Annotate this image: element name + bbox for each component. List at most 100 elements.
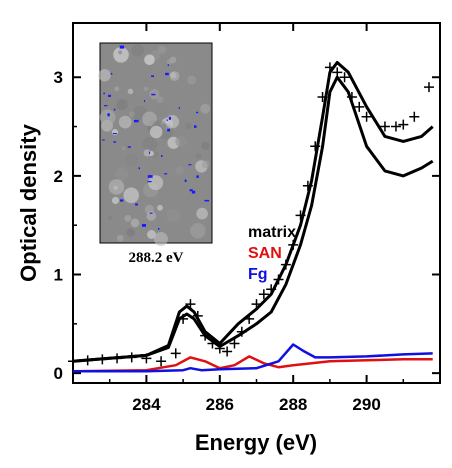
inset-speckle — [190, 223, 206, 239]
inset-speckle — [185, 122, 192, 130]
inset-highlight — [113, 141, 117, 143]
inset-speckle — [144, 54, 155, 66]
inset-speckle — [125, 153, 139, 166]
inset-speckle — [128, 111, 135, 118]
data-point — [112, 353, 123, 364]
x-axis-title: Energy (eV) — [195, 430, 317, 455]
inset-speckle — [111, 196, 120, 205]
inset-speckle — [148, 175, 164, 191]
inset-highlight — [147, 181, 152, 183]
inset-texture — [98, 44, 211, 246]
data-point — [156, 356, 167, 367]
inset-highlight — [196, 111, 199, 114]
inset-speckle — [147, 230, 156, 239]
inset-highlight — [113, 108, 116, 111]
inset-speckle — [165, 115, 180, 129]
y-tick-label: 0 — [54, 364, 63, 383]
y-axis-title: Optical density — [16, 123, 41, 281]
inset-highlight — [149, 212, 153, 214]
markers-layer — [68, 62, 434, 367]
inset-speckle — [99, 109, 116, 126]
inset-highlight — [107, 113, 110, 117]
data-point — [310, 141, 321, 152]
inset-highlight — [164, 173, 168, 175]
inset-highlight — [168, 116, 171, 120]
series-line-SAN — [72, 355, 433, 373]
data-point — [82, 355, 93, 366]
data-point — [266, 284, 277, 295]
data-point — [244, 313, 255, 324]
inset-highlight — [144, 100, 146, 102]
data-point — [339, 72, 350, 83]
data-point — [200, 330, 211, 341]
inset-speckle — [116, 99, 128, 111]
inset-highlight — [204, 199, 210, 202]
data-point — [324, 62, 335, 73]
data-point — [68, 356, 78, 367]
inset-highlight — [110, 72, 113, 75]
x-tick-label: 288 — [279, 395, 307, 414]
inset-caption: 288.2 eV — [129, 250, 184, 266]
inset-speckle — [123, 187, 139, 204]
inset-highlight — [138, 167, 140, 170]
data-point — [178, 313, 189, 324]
inset-highlight — [102, 139, 105, 141]
legend-entry-SAN: SAN — [248, 245, 282, 262]
inset-highlight — [151, 75, 154, 77]
data-point — [192, 310, 203, 321]
inset-highlight — [191, 190, 196, 194]
inset-speckle — [114, 86, 120, 92]
inset-highlight — [167, 64, 170, 66]
inset-highlight — [189, 189, 193, 192]
inset-highlight — [103, 92, 105, 95]
inset-highlight — [127, 146, 131, 148]
data-point — [288, 239, 299, 250]
inset-speckle — [126, 228, 135, 237]
data-point — [398, 119, 409, 130]
inset-highlight — [120, 199, 124, 202]
inset-highlight — [161, 155, 163, 157]
data-point — [170, 348, 181, 359]
data-point — [332, 67, 343, 78]
inset-speckle — [142, 111, 157, 127]
data-point — [409, 111, 420, 122]
inset-highlight — [108, 94, 111, 97]
data-point — [346, 91, 357, 102]
data-point — [354, 101, 365, 112]
data-point — [214, 343, 225, 354]
inset-speckle — [98, 69, 111, 82]
data-point — [302, 180, 313, 191]
inset-speckle — [175, 166, 184, 175]
inset-speckle — [108, 179, 125, 195]
inset-speckle — [201, 160, 210, 169]
inset-speckle — [166, 208, 181, 223]
inset-speckle — [175, 135, 187, 148]
inset-speckle — [157, 204, 163, 211]
legend: matrix SAN Fg — [248, 224, 296, 283]
inset-speckle — [131, 44, 145, 57]
inset-highlight — [184, 179, 187, 182]
inset-highlight — [165, 72, 169, 76]
data-point — [236, 326, 247, 337]
x-tick-label: 286 — [206, 395, 234, 414]
inset-speckle — [154, 103, 168, 117]
data-point — [229, 338, 240, 349]
inset-highlight — [135, 203, 138, 206]
inset-speckle — [166, 59, 173, 65]
data-point — [379, 121, 390, 132]
data-point — [295, 210, 306, 221]
inset-speckle — [196, 207, 208, 220]
inset-speckle — [124, 214, 132, 222]
inset-highlight — [166, 119, 168, 121]
y-tick-label: 3 — [54, 68, 63, 87]
data-point — [185, 299, 196, 310]
inset-speckle — [187, 75, 197, 85]
inset-speckle — [153, 232, 168, 246]
inset-speckle — [117, 234, 124, 242]
inset-speckle — [142, 137, 158, 152]
data-point — [423, 82, 434, 93]
inset-speckle — [127, 88, 134, 95]
inset-speckle — [115, 167, 129, 181]
data-point — [258, 289, 269, 300]
